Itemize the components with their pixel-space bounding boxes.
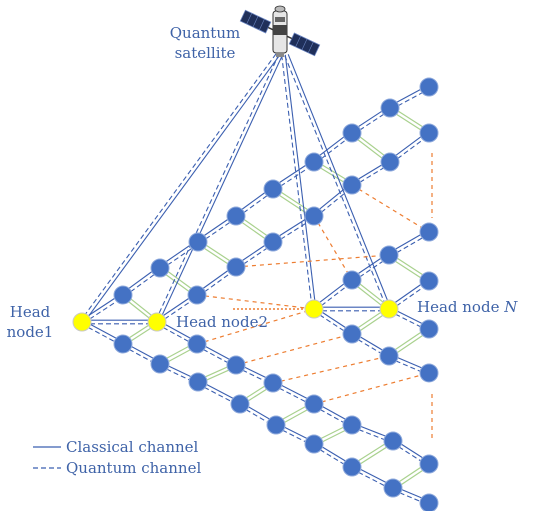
satellite-link-2-quantum xyxy=(281,55,313,310)
network-node-35 xyxy=(342,324,362,344)
head-node-1 xyxy=(72,312,92,332)
network-node-31 xyxy=(419,454,439,474)
network-node-14 xyxy=(380,152,400,172)
legend: Classical channel Quantum channel xyxy=(33,438,201,477)
network-node-34 xyxy=(419,222,439,242)
orange-link-7 xyxy=(313,372,430,405)
network-node-2 xyxy=(188,232,208,252)
network-node-1 xyxy=(150,258,170,278)
network-node-0 xyxy=(113,285,133,305)
head-nodeN-label: Head node N xyxy=(417,298,518,316)
orange-link-3 xyxy=(196,294,315,310)
legend-quantum-label: Quantum channel xyxy=(66,459,201,477)
satellite-label-line1: Quantum xyxy=(170,24,240,42)
satellite-label-line2: satellite xyxy=(175,44,236,62)
satellite-link-1-quantum xyxy=(154,53,280,322)
network-node-39 xyxy=(419,319,439,339)
head-node1-label-line2: node1 xyxy=(7,323,54,341)
head-node-N xyxy=(379,299,399,319)
head-node-3 xyxy=(304,299,324,319)
satellite-link-2-classical xyxy=(284,54,317,309)
network-node-24 xyxy=(419,493,439,511)
network-node-32 xyxy=(342,270,362,290)
orange-link-1 xyxy=(313,215,353,281)
orange-link-0 xyxy=(351,184,430,233)
satellite-link-0-classical xyxy=(83,55,280,324)
satellite-link-0-quantum xyxy=(80,53,277,322)
network-node-5 xyxy=(304,152,324,172)
head-node1-label-line1: Head xyxy=(10,303,51,321)
network-node-26 xyxy=(226,355,246,375)
network-node-17 xyxy=(150,354,170,374)
network-node-6 xyxy=(342,123,362,143)
network-node-15 xyxy=(419,123,439,143)
network-node-38 xyxy=(419,271,439,291)
satellite-link-3-classical xyxy=(287,54,392,309)
network-node-11 xyxy=(263,232,283,252)
network-node-37 xyxy=(419,363,439,383)
network-node-36 xyxy=(379,346,399,366)
network-node-20 xyxy=(266,415,286,435)
network-node-3 xyxy=(226,206,246,226)
head-nodeN-label-prefix: Head node xyxy=(417,298,504,316)
network-node-16 xyxy=(113,334,133,354)
satellite-icon xyxy=(239,5,321,57)
head-nodeN-label-italic: N xyxy=(503,298,518,316)
network-node-22 xyxy=(342,457,362,477)
orange-link-5 xyxy=(235,333,353,366)
network-node-12 xyxy=(304,206,324,226)
head-node-2 xyxy=(147,312,167,332)
network-node-4 xyxy=(263,179,283,199)
orange-link-6 xyxy=(272,355,390,384)
network-node-18 xyxy=(188,372,208,392)
network-node-27 xyxy=(263,373,283,393)
network-node-29 xyxy=(342,415,362,435)
satellite-link-3-quantum xyxy=(284,55,388,310)
network-nodes xyxy=(72,77,439,511)
network-node-28 xyxy=(304,394,324,414)
head-node2-label: Head node2 xyxy=(176,313,268,331)
network-node-13 xyxy=(342,175,362,195)
network-node-21 xyxy=(304,434,324,454)
network-node-23 xyxy=(383,478,403,498)
network-node-7 xyxy=(380,98,400,118)
network-node-9 xyxy=(187,285,207,305)
network-node-25 xyxy=(187,334,207,354)
network-node-33 xyxy=(379,245,399,265)
network-node-8 xyxy=(419,77,439,97)
network-node-30 xyxy=(383,431,403,451)
orange-link-2 xyxy=(235,254,390,268)
network-node-10 xyxy=(226,257,246,277)
legend-classical-label: Classical channel xyxy=(66,438,199,456)
satellite-link-1-classical xyxy=(158,55,283,324)
network-node-19 xyxy=(230,394,250,414)
